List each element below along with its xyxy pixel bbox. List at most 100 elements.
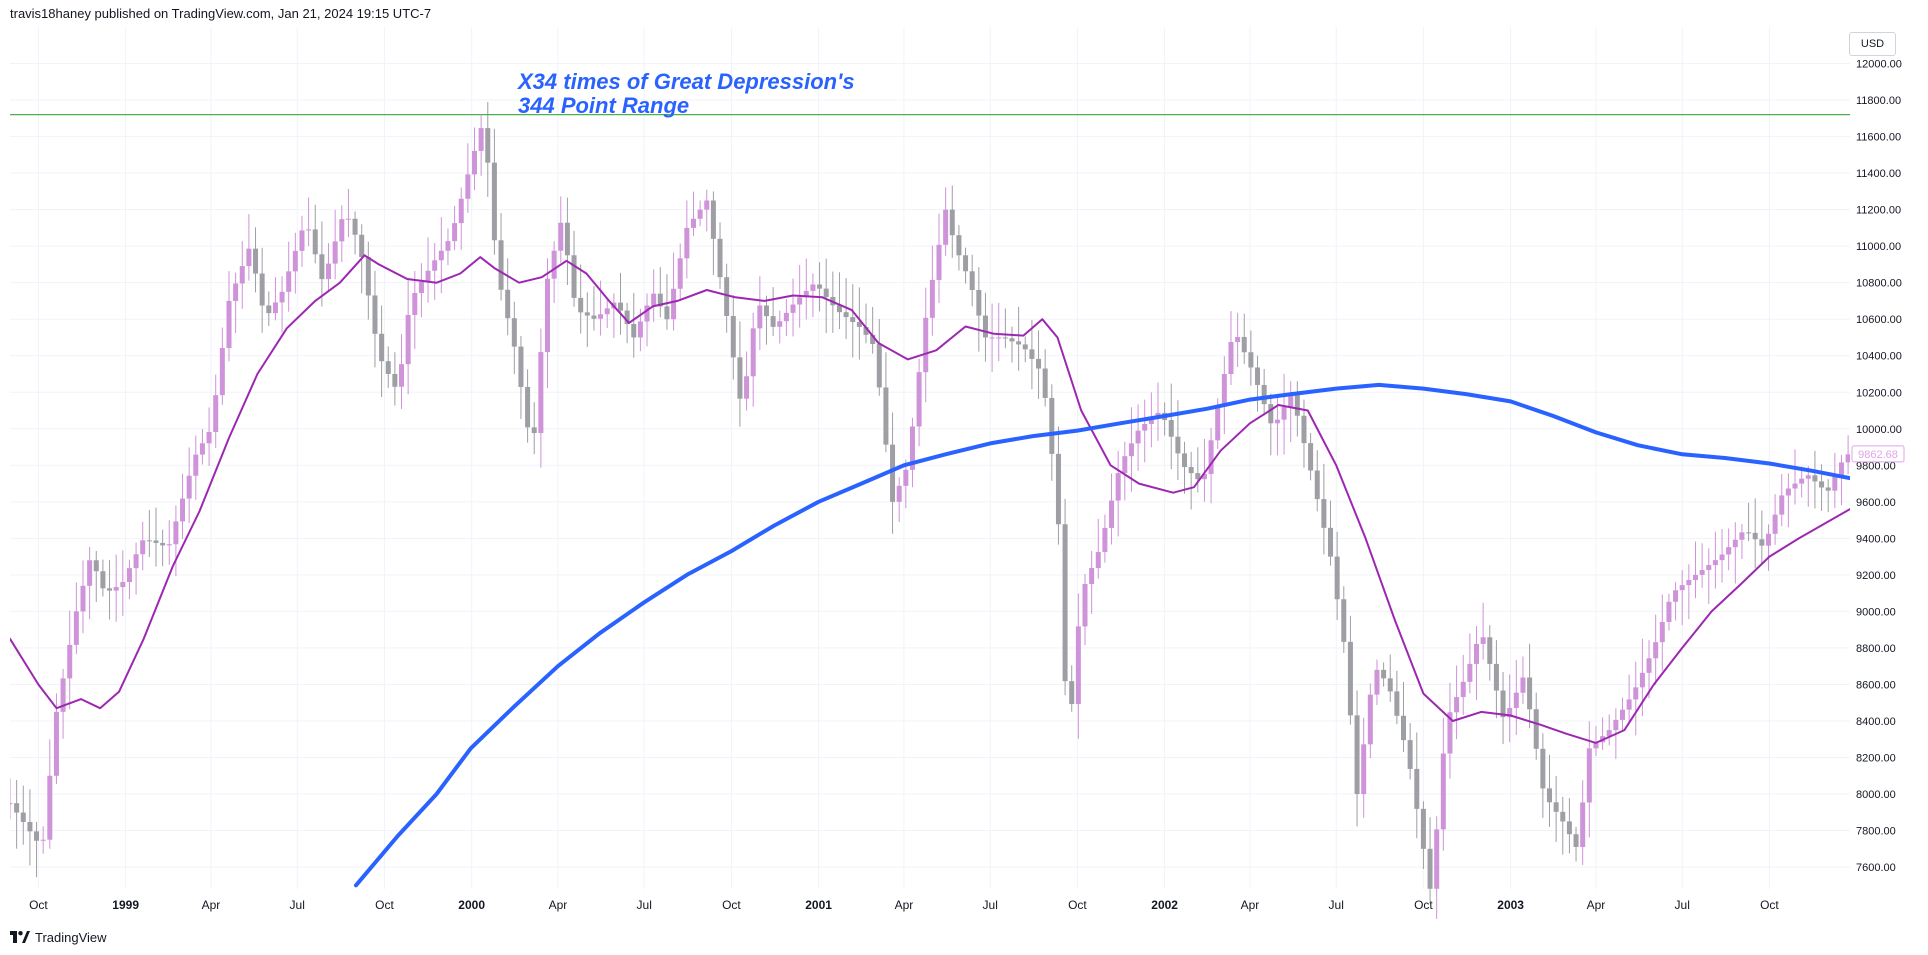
currency-badge[interactable]: USD (1849, 32, 1896, 56)
time-tick-label: Jul (1675, 898, 1690, 912)
candle (1347, 615, 1353, 725)
candle-body (936, 244, 942, 280)
candle (226, 271, 232, 362)
candle-body (598, 314, 604, 319)
candle-body (286, 271, 292, 292)
candle (1825, 479, 1831, 513)
candle (651, 269, 657, 322)
time-tick-label: Apr (1587, 898, 1606, 912)
price-tick-label: 10800.00 (1856, 278, 1902, 290)
candle-body (996, 337, 1002, 339)
candle-body (1546, 788, 1552, 803)
candle (664, 274, 670, 330)
candle (730, 295, 736, 380)
candle (1407, 723, 1413, 780)
candle-body (1201, 473, 1207, 480)
candle-body (624, 310, 630, 325)
candle (73, 582, 79, 655)
candle (14, 780, 20, 849)
candle (67, 610, 73, 710)
candle-body (146, 540, 152, 542)
candle (379, 305, 385, 397)
candle (1016, 306, 1022, 371)
candle (485, 102, 491, 197)
candle (757, 276, 763, 351)
candle-body (47, 775, 53, 840)
candle-body (326, 263, 332, 280)
candle-body (206, 432, 212, 444)
time-tick-label: Apr (895, 898, 914, 912)
candle (100, 559, 106, 597)
candle (1268, 393, 1274, 456)
candle (909, 417, 915, 488)
candle-body (949, 209, 955, 236)
candle-body (982, 315, 988, 338)
candle (339, 205, 345, 262)
candle-body (1374, 669, 1380, 695)
candle (1752, 498, 1758, 568)
candle-body (1420, 808, 1426, 849)
price-tick-label: 8600.00 (1856, 679, 1896, 691)
candle (684, 200, 690, 279)
candle-body (40, 839, 46, 841)
candle-body (432, 260, 438, 271)
candle-body (617, 302, 623, 311)
candle (1679, 570, 1685, 626)
candle-body (279, 291, 285, 303)
candle-body (1089, 568, 1095, 585)
candle-body (1566, 821, 1572, 835)
candle-body (100, 571, 106, 589)
time-tick-label: Oct (1414, 898, 1433, 912)
candle-body (67, 644, 73, 679)
candle-body (1427, 848, 1433, 889)
candle (1765, 524, 1771, 571)
candle (113, 554, 119, 622)
time-tick-label: 2001 (805, 898, 832, 912)
candle (458, 187, 464, 250)
candle-body (929, 279, 935, 318)
price-axis[interactable]: 7600.00 7800.00 8000.00 8200.00 8400.00 8600.… (1850, 27, 1928, 919)
candle (445, 228, 451, 266)
candle (1387, 654, 1393, 702)
price-tick-label: 11000.00 (1856, 241, 1901, 253)
price-tick-label: 8000.00 (1856, 789, 1896, 801)
candle (538, 328, 544, 468)
candle-body (1513, 692, 1519, 708)
candle (963, 247, 969, 284)
candle-body (671, 288, 677, 320)
tradingview-logo[interactable]: TradingView (10, 928, 107, 946)
candle (717, 222, 723, 289)
annotation-line-1[interactable]: X34 times of Great Depression's (516, 69, 855, 94)
candle-body (909, 426, 915, 470)
candle-body (160, 542, 166, 546)
candle-body (963, 255, 969, 272)
annotation-line-2[interactable]: 344 Point Range (518, 93, 689, 118)
candle-body (1699, 569, 1705, 575)
candle-body (259, 273, 265, 306)
candle (1401, 681, 1407, 752)
candlestick-chart[interactable]: X34 times of Great Depression's 344 Poin… (10, 27, 1850, 919)
candle (531, 402, 537, 455)
time-tick-label: 2000 (458, 898, 485, 912)
candle-body (1128, 443, 1134, 457)
candle (923, 287, 929, 403)
last-price-tag: 9862.68 (1851, 445, 1905, 463)
candle (697, 200, 703, 227)
candle-body (1308, 443, 1314, 471)
candle (1281, 373, 1287, 455)
candle-body (1500, 690, 1506, 718)
candle (1460, 654, 1466, 715)
candle (425, 237, 431, 303)
candle-body (425, 270, 431, 282)
candle (326, 243, 332, 292)
candle-body (777, 321, 783, 327)
candle-body (1454, 697, 1460, 713)
candle-body (1493, 663, 1499, 691)
candle-body (1394, 691, 1400, 716)
candle-body (591, 315, 597, 319)
candle-body (1540, 748, 1546, 789)
candle (372, 270, 378, 368)
price-tick-label: 11800.00 (1856, 95, 1901, 107)
candle (1002, 308, 1008, 349)
candle (677, 243, 683, 299)
